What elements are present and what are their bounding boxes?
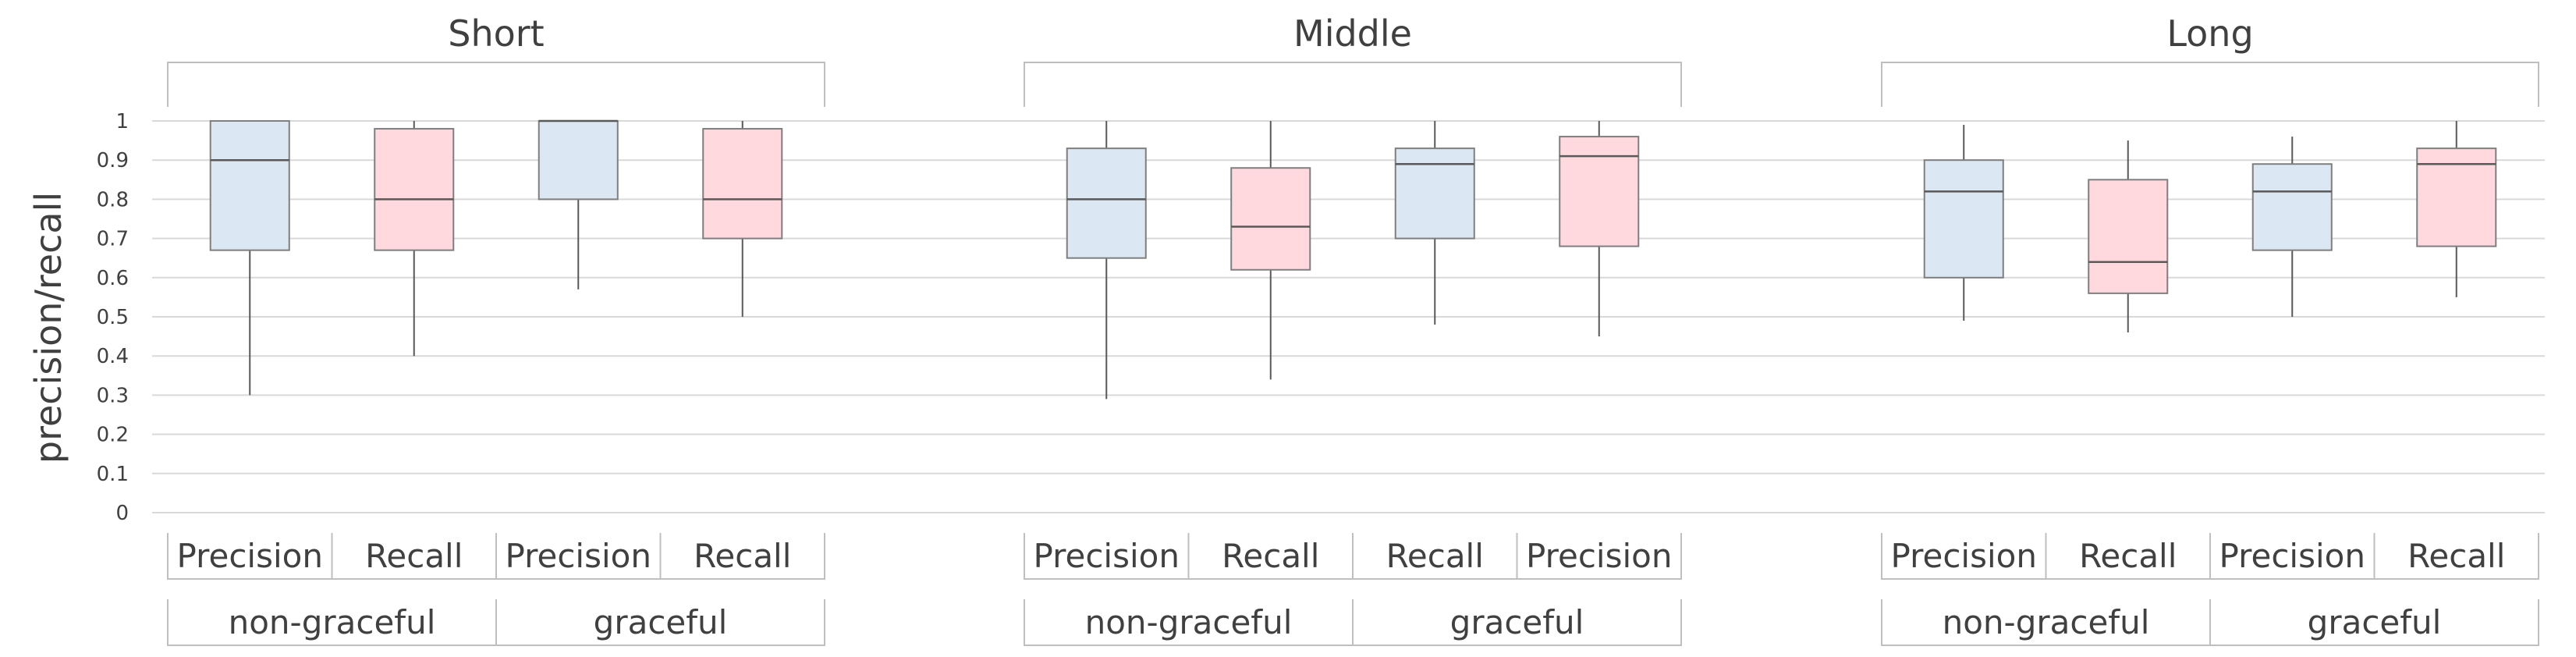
iqr-box xyxy=(1394,147,1475,240)
panel-title: Short xyxy=(448,12,544,55)
box-precision xyxy=(2251,137,2333,317)
panel-title-bracket xyxy=(1881,62,2539,107)
y-tick-label: 0.2 xyxy=(97,424,129,447)
box-label: Precision xyxy=(1891,537,2037,575)
iqr-box xyxy=(1230,167,1311,271)
y-tick-label: 0.4 xyxy=(97,345,129,368)
y-tick-label: 0.7 xyxy=(97,228,129,251)
box-label: Precision xyxy=(1034,537,1180,575)
box-precision xyxy=(1923,125,2004,321)
box-recall xyxy=(374,121,455,357)
iqr-box xyxy=(374,128,455,251)
group-label: graceful xyxy=(594,603,728,641)
box-label: Recall xyxy=(1386,537,1484,575)
panel-title: Long xyxy=(2166,12,2253,55)
iqr-box xyxy=(1559,136,1640,247)
panel-title: Middle xyxy=(1293,12,1412,55)
panel-long: Long non-graceful Precision Recall graceful P… xyxy=(1881,12,2539,646)
y-tick-label: 0.5 xyxy=(97,306,129,329)
group-label: graceful xyxy=(1450,603,1584,641)
box-label: Recall xyxy=(2407,537,2505,575)
y-tick-label: 0.6 xyxy=(97,267,129,290)
box-label: Precision xyxy=(506,537,651,575)
box-recall xyxy=(2416,121,2497,297)
panel-title-bracket xyxy=(167,62,825,107)
iqr-box xyxy=(2251,163,2333,251)
y-axis: 0 0.1 0.2 0.3 0.4 0.5 0.6 0.7 0.8 0.9 1 xyxy=(97,110,129,525)
box-label: Recall xyxy=(2079,537,2177,575)
box-recall xyxy=(702,121,783,317)
iqr-box xyxy=(538,120,619,201)
y-tick-label: 0.3 xyxy=(97,384,129,407)
y-tick-label: 0.8 xyxy=(97,188,129,211)
group-label: non-graceful xyxy=(1943,603,2150,641)
y-tick-label: 0.9 xyxy=(97,149,129,172)
box-recall xyxy=(1230,121,1311,380)
panel-short: Short non-graceful Precision Recall graceful… xyxy=(167,12,825,646)
box-precision xyxy=(209,120,290,396)
iqr-box xyxy=(1066,147,1147,259)
group-label: graceful xyxy=(2308,603,2442,641)
box-recall xyxy=(1559,121,1640,337)
group-label: non-graceful xyxy=(229,603,436,641)
panels: Short non-graceful Precision Recall graceful… xyxy=(167,12,2539,646)
y-tick-label: 0.1 xyxy=(97,463,129,486)
box-label: Recall xyxy=(694,537,791,575)
box-label: Recall xyxy=(365,537,463,575)
box-label: Recall xyxy=(1222,537,1319,575)
iqr-box xyxy=(2088,179,2169,294)
box-precision xyxy=(538,119,619,289)
panel-middle: Middle non-graceful Precision Recall gracefu… xyxy=(1024,12,1682,646)
group-label: non-graceful xyxy=(1085,603,1293,641)
iqr-box xyxy=(1923,159,2004,279)
y-tick-label: 0 xyxy=(115,502,129,525)
iqr-box xyxy=(2416,147,2497,247)
iqr-box xyxy=(702,128,783,240)
box-label: Precision xyxy=(1526,537,1672,575)
box-precision xyxy=(1066,121,1147,400)
box-precision xyxy=(1394,121,1475,325)
grid-layer xyxy=(152,120,2545,513)
box-label: Precision xyxy=(177,537,323,575)
panel-title-bracket xyxy=(1024,62,1682,107)
iqr-box xyxy=(209,120,290,251)
y-tick-label: 1 xyxy=(115,110,129,133)
y-axis-label: precision/recall xyxy=(27,192,69,463)
box-recall xyxy=(2088,140,2169,333)
box-label: Precision xyxy=(2219,537,2365,575)
